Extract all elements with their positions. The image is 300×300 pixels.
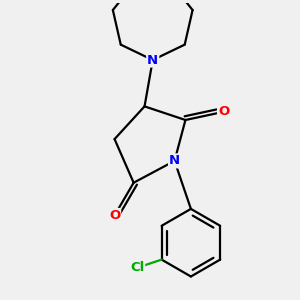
Text: N: N <box>147 53 158 67</box>
Text: Cl: Cl <box>130 261 144 274</box>
Text: O: O <box>218 105 229 118</box>
Text: N: N <box>169 154 180 167</box>
Text: O: O <box>109 209 120 222</box>
